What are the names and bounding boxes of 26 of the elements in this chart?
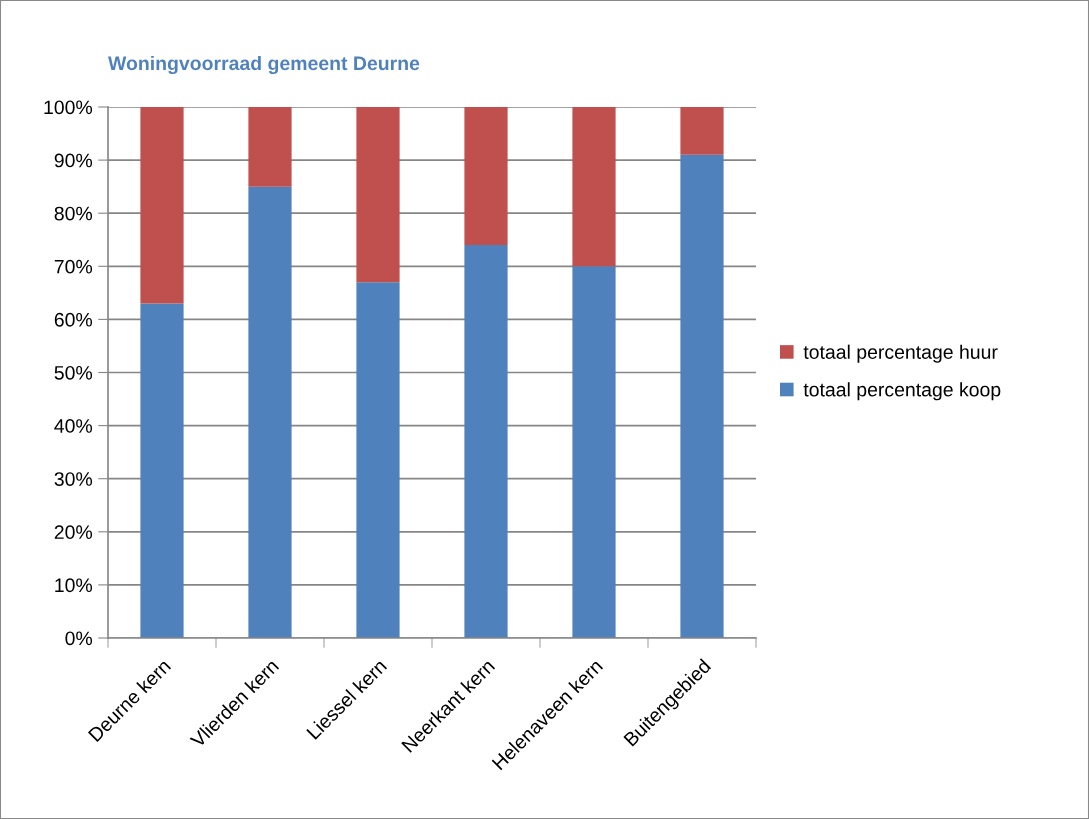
y-tick-label: 10% — [55, 578, 93, 593]
y-tick-label: 20% — [54, 525, 93, 540]
bar — [356, 282, 400, 638]
legend-label: totaal percentage huur — [803, 344, 998, 363]
y-tick-label: 40% — [54, 419, 93, 433]
bar — [140, 303, 184, 638]
legend-label: totaal percentage koop — [803, 382, 1001, 401]
y-tick-label: 70% — [54, 259, 93, 274]
y-tick-label: 100% — [44, 100, 93, 115]
y-tick-label: 50% — [54, 365, 93, 380]
y-tick-label: 0% — [65, 631, 93, 646]
bar — [248, 186, 292, 638]
bar — [140, 107, 184, 304]
bar — [464, 107, 508, 246]
bar — [464, 245, 508, 638]
bar — [572, 107, 616, 267]
bar — [572, 266, 616, 638]
y-tick-label: 80% — [54, 206, 93, 221]
bar — [680, 107, 724, 155]
y-tick-label: 30% — [54, 472, 93, 486]
bar — [680, 154, 724, 638]
bar — [356, 107, 400, 283]
chart-title: Woningvoorraad gemeent Deurne — [108, 55, 420, 75]
y-tick-label: 60% — [54, 312, 93, 327]
bar — [248, 107, 292, 187]
y-tick-label: 90% — [54, 153, 93, 168]
